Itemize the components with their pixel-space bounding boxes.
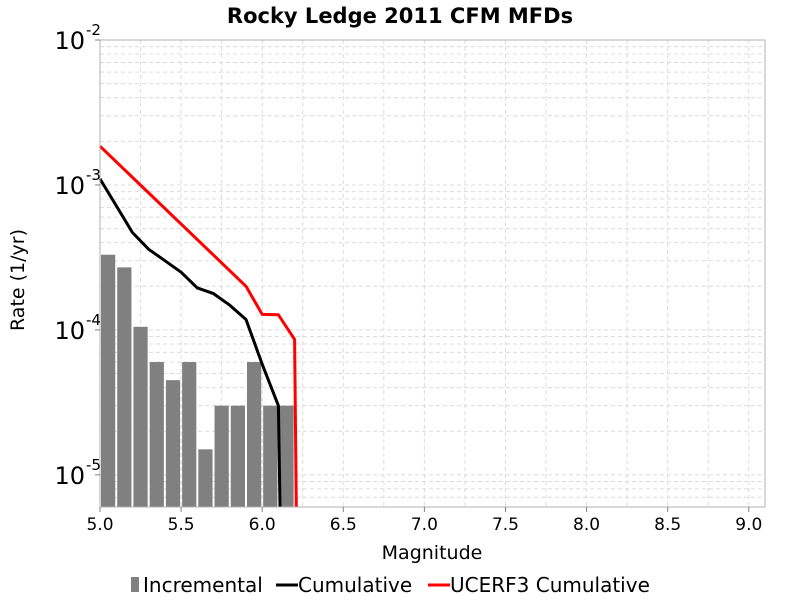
- legend: Incremental Cumulative UCERF3 Cumulative: [131, 573, 650, 597]
- y-axis-ticks: 10-210-310-410-5: [54, 21, 101, 490]
- legend-swatch-incremental: [131, 577, 139, 592]
- x-axis-label: Magnitude: [382, 542, 483, 564]
- cumulative-line: [98, 178, 282, 508]
- x-axis-ticks: 5.0 5.5 6.0 6.5 7.0 7.5 8.0 8.5 9.0: [86, 507, 762, 535]
- y-tick-exponent: -4: [86, 311, 101, 329]
- x-tick-label: 8.5: [654, 515, 681, 535]
- incremental-bar: [230, 405, 245, 507]
- x-tick-label: 6.5: [330, 515, 357, 535]
- y-tick-exponent: -5: [86, 456, 101, 474]
- x-tick-label: 8.0: [573, 515, 600, 535]
- y-tick-label: 10: [54, 27, 85, 55]
- x-tick-label: 9.0: [735, 515, 762, 535]
- y-tick-label: 10: [54, 462, 85, 490]
- x-tick-label: 6.0: [249, 515, 276, 535]
- x-tick-label: 5.5: [168, 515, 195, 535]
- cumulative-lines: [98, 145, 298, 508]
- incremental-bar: [279, 405, 294, 507]
- y-tick-label: 10: [54, 317, 85, 345]
- legend-label-cumulative: Cumulative: [298, 573, 412, 597]
- incremental-bar: [101, 254, 116, 507]
- incremental-bar: [263, 405, 278, 507]
- legend-label-incremental: Incremental: [143, 573, 263, 597]
- plot-border: [99, 39, 766, 508]
- incremental-bar: [133, 326, 148, 507]
- incremental-bar: [246, 362, 262, 507]
- ucerf3-cumulative-line: [98, 145, 298, 508]
- incremental-bar: [149, 362, 164, 507]
- incremental-bar: [182, 362, 197, 507]
- plot-area: [100, 40, 765, 507]
- chart-title: Rocky Ledge 2011 CFM MFDs: [227, 4, 573, 28]
- plot-background: [100, 40, 765, 507]
- y-tick-exponent: -2: [86, 21, 101, 39]
- incremental-bar: [198, 449, 213, 507]
- incremental-bar: [165, 380, 181, 507]
- x-tick-label: 7.0: [411, 515, 438, 535]
- legend-label-ucerf3: UCERF3 Cumulative: [450, 573, 650, 597]
- y-axis-label: Rate (1/yr): [7, 229, 29, 331]
- grid-lines: [99, 39, 765, 508]
- y-tick-label: 10: [54, 172, 85, 200]
- x-tick-label: 7.5: [492, 515, 519, 535]
- y-tick-exponent: -3: [86, 166, 101, 184]
- incremental-bar: [117, 267, 132, 507]
- incremental-bars: [101, 254, 294, 507]
- x-tick-label: 5.0: [86, 515, 113, 535]
- incremental-bar: [214, 405, 229, 507]
- plot-frame: [99, 39, 766, 508]
